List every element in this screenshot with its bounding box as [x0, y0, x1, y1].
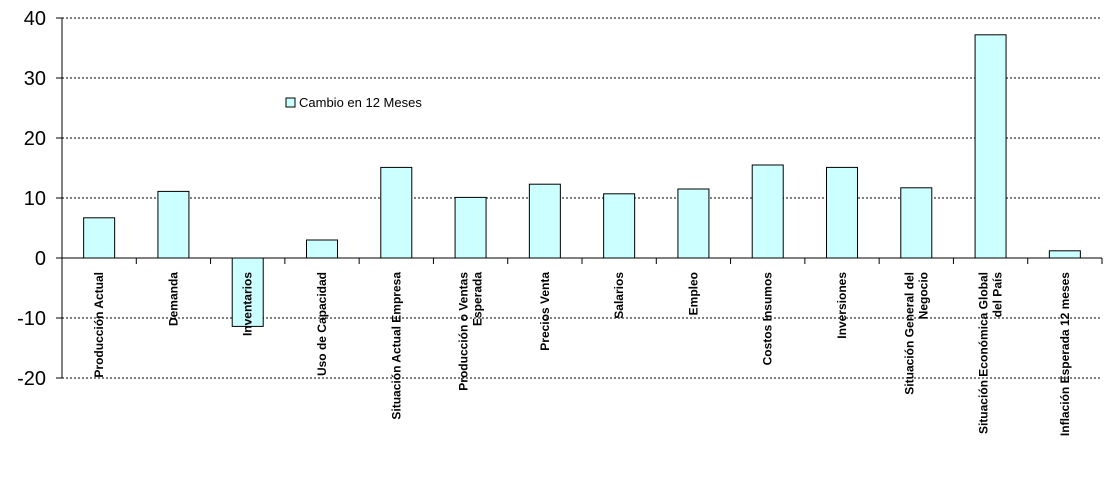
x-tick-label-line: Situación Económica Global — [977, 272, 991, 434]
x-tick-label-line: Inflación Esperada 12 meses — [1058, 272, 1072, 436]
legend-label: Cambio en 12 Meses — [299, 95, 422, 110]
x-tick-label: Inversiones — [835, 272, 849, 339]
x-tick-label-line: Producción o Ventas — [457, 272, 471, 391]
bar — [603, 193, 636, 259]
legend: Cambio en 12 Meses — [285, 95, 422, 110]
bar — [231, 257, 264, 327]
x-tick-label: Demanda — [166, 272, 180, 326]
x-tick-label-line: Costos Insumos — [761, 272, 775, 366]
x-tick-label: Inventarios — [241, 272, 255, 336]
bar — [826, 166, 858, 259]
x-tick-label-line: Precios Venta — [538, 272, 552, 351]
bar — [157, 190, 190, 259]
x-tick-label: Costos Insumos — [761, 272, 775, 366]
x-tick-label: Salarios — [612, 272, 626, 319]
bar — [677, 188, 710, 259]
y-axis-ticks: 40 30 20 10 0 -10 -20 — [17, 8, 62, 390]
bars — [83, 34, 1081, 327]
x-tick-label-line: Salarios — [612, 272, 626, 319]
legend-swatch — [285, 97, 296, 108]
axes — [61, 18, 1103, 378]
bar — [83, 217, 116, 259]
x-tick-label: Inflación Esperada 12 meses — [1058, 272, 1072, 436]
x-tick-label-line: Demanda — [166, 272, 180, 326]
bar — [751, 164, 784, 259]
x-tick-label: Precios Venta — [538, 272, 552, 351]
x-tick-label-line: Empleo — [686, 272, 700, 315]
x-tick-label: Empleo — [686, 272, 700, 315]
x-tick-label-line: Inversiones — [835, 272, 849, 339]
x-tick-label: Situación Económica Globaldel País — [977, 272, 1005, 434]
x-tick-label-line: Uso de Capacidad — [315, 272, 329, 376]
x-tick-label: Producción Actual — [92, 272, 106, 378]
x-tick-label-line: Situación General del — [902, 272, 916, 395]
y-tick-label: -10 — [17, 308, 46, 330]
category-labels: Producción Actual Demanda Inventarios Uso d… — [92, 272, 1072, 436]
x-tick-label-line: Negocio — [916, 272, 930, 319]
y-tick-label: -20 — [17, 368, 46, 390]
bar — [306, 239, 338, 259]
y-tick-label: 30 — [24, 68, 46, 90]
bar — [900, 187, 933, 259]
y-tick-label: 0 — [35, 248, 46, 270]
x-tick-label-line: Inventarios — [241, 272, 255, 336]
x-tick-label-line: Producción Actual — [92, 272, 106, 378]
gridlines — [62, 17, 1102, 379]
bar — [454, 196, 487, 259]
x-tick-label: Situación General delNegocio — [902, 272, 930, 395]
y-tick-label: 10 — [24, 188, 46, 210]
bar — [1048, 250, 1081, 259]
y-tick-label: 20 — [24, 128, 46, 150]
x-tick-label-line: Situación Actual Empresa — [389, 272, 403, 420]
x-tick-label-line: del País — [991, 272, 1005, 318]
x-tick-label: Situación Actual Empresa — [389, 272, 403, 420]
bar — [528, 183, 561, 259]
x-tick-label: Uso de Capacidad — [315, 272, 329, 376]
bar — [380, 166, 413, 259]
x-tick-label: Producción o VentasEsperada — [457, 272, 485, 391]
y-tick-label: 40 — [24, 8, 46, 30]
x-tick-label-line: Esperada — [471, 272, 485, 326]
bar — [974, 34, 1007, 259]
